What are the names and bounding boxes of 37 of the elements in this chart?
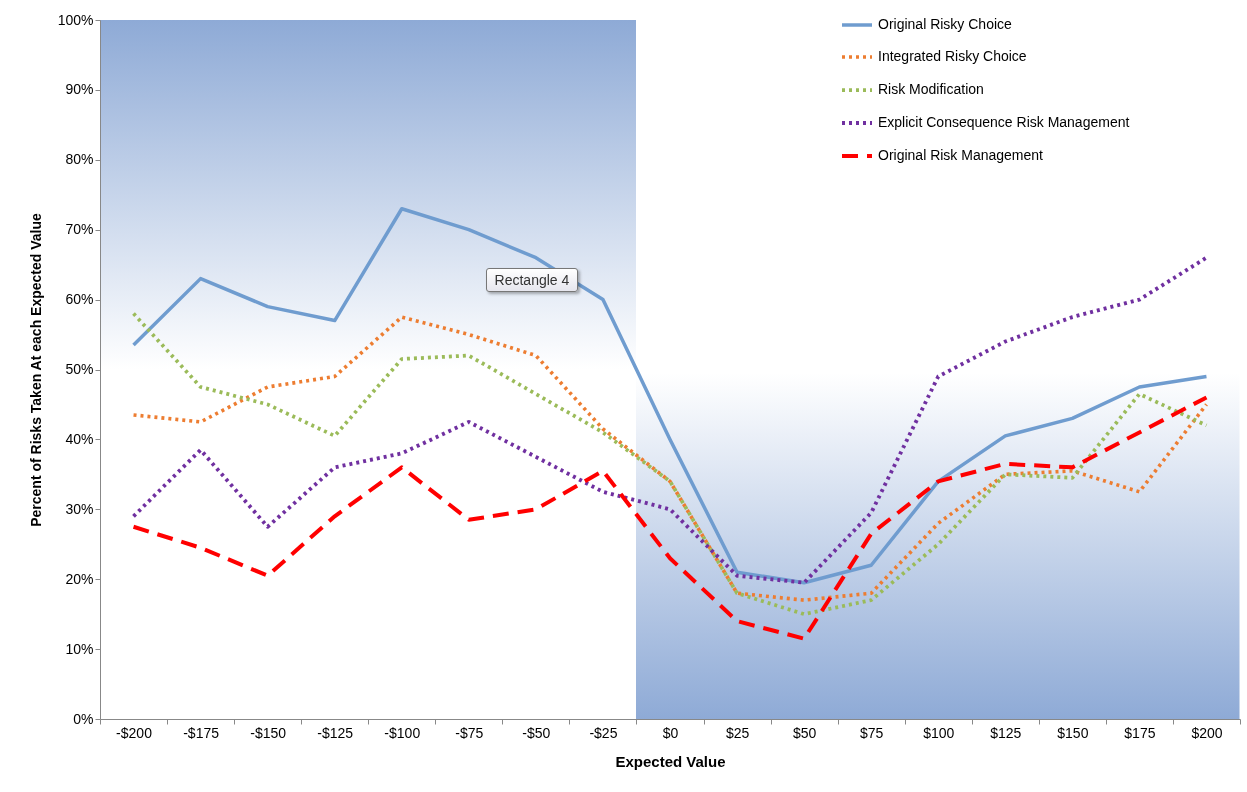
x-tick-label: -$75	[455, 724, 484, 741]
y-tick-label: 10%	[65, 640, 94, 657]
y-tick-label: 90%	[65, 81, 94, 98]
y-tick-label: 30%	[65, 500, 94, 517]
legend-label: Original Risk Management	[878, 147, 1044, 163]
y-tick-label: 20%	[65, 570, 94, 587]
legend-label: Explicit Consequence Risk Management	[878, 114, 1130, 130]
x-tick-label: -$25	[589, 724, 618, 741]
x-tick-label: $0	[662, 724, 679, 741]
x-tick-label: $50	[792, 724, 817, 741]
y-axis-title: Percent of Risks Taken At each Expected Value	[27, 213, 44, 527]
x-tick-label: -$125	[317, 724, 354, 741]
line-series	[131, 395, 1209, 641]
y-tick-label: 0%	[73, 710, 94, 727]
legend-label: Original Risky Choice	[878, 16, 1013, 32]
x-tick-label: -$150	[250, 724, 287, 741]
annotation: Rectangle 4	[485, 268, 579, 293]
x-tick-label: -$200	[116, 724, 153, 741]
x-tick-label: -$175	[183, 724, 220, 741]
y-tick-label: 40%	[65, 430, 94, 447]
x-tick-label: $75	[860, 724, 884, 741]
x-tick-label: $175	[1124, 724, 1156, 741]
legend-label: Risk Modification	[878, 81, 984, 97]
y-tick-label: 60%	[65, 291, 94, 308]
x-tick-label: $150	[1057, 724, 1089, 741]
legend-label: Integrated Risky Choice	[878, 48, 1027, 64]
x-tick-label: -$50	[522, 724, 551, 741]
y-tick-label: 70%	[65, 221, 94, 238]
x-tick-label: $200	[1191, 724, 1223, 741]
y-tick-label: 100%	[57, 11, 94, 28]
y-tick-label: 80%	[65, 151, 94, 168]
x-tick-label: $125	[990, 724, 1022, 741]
x-tick-label: $100	[923, 724, 955, 741]
x-axis-title: Expected Value	[615, 752, 726, 770]
y-tick-label: 50%	[65, 361, 94, 377]
x-tick-label: $25	[725, 724, 750, 741]
x-tick-label: -$100	[384, 724, 421, 741]
